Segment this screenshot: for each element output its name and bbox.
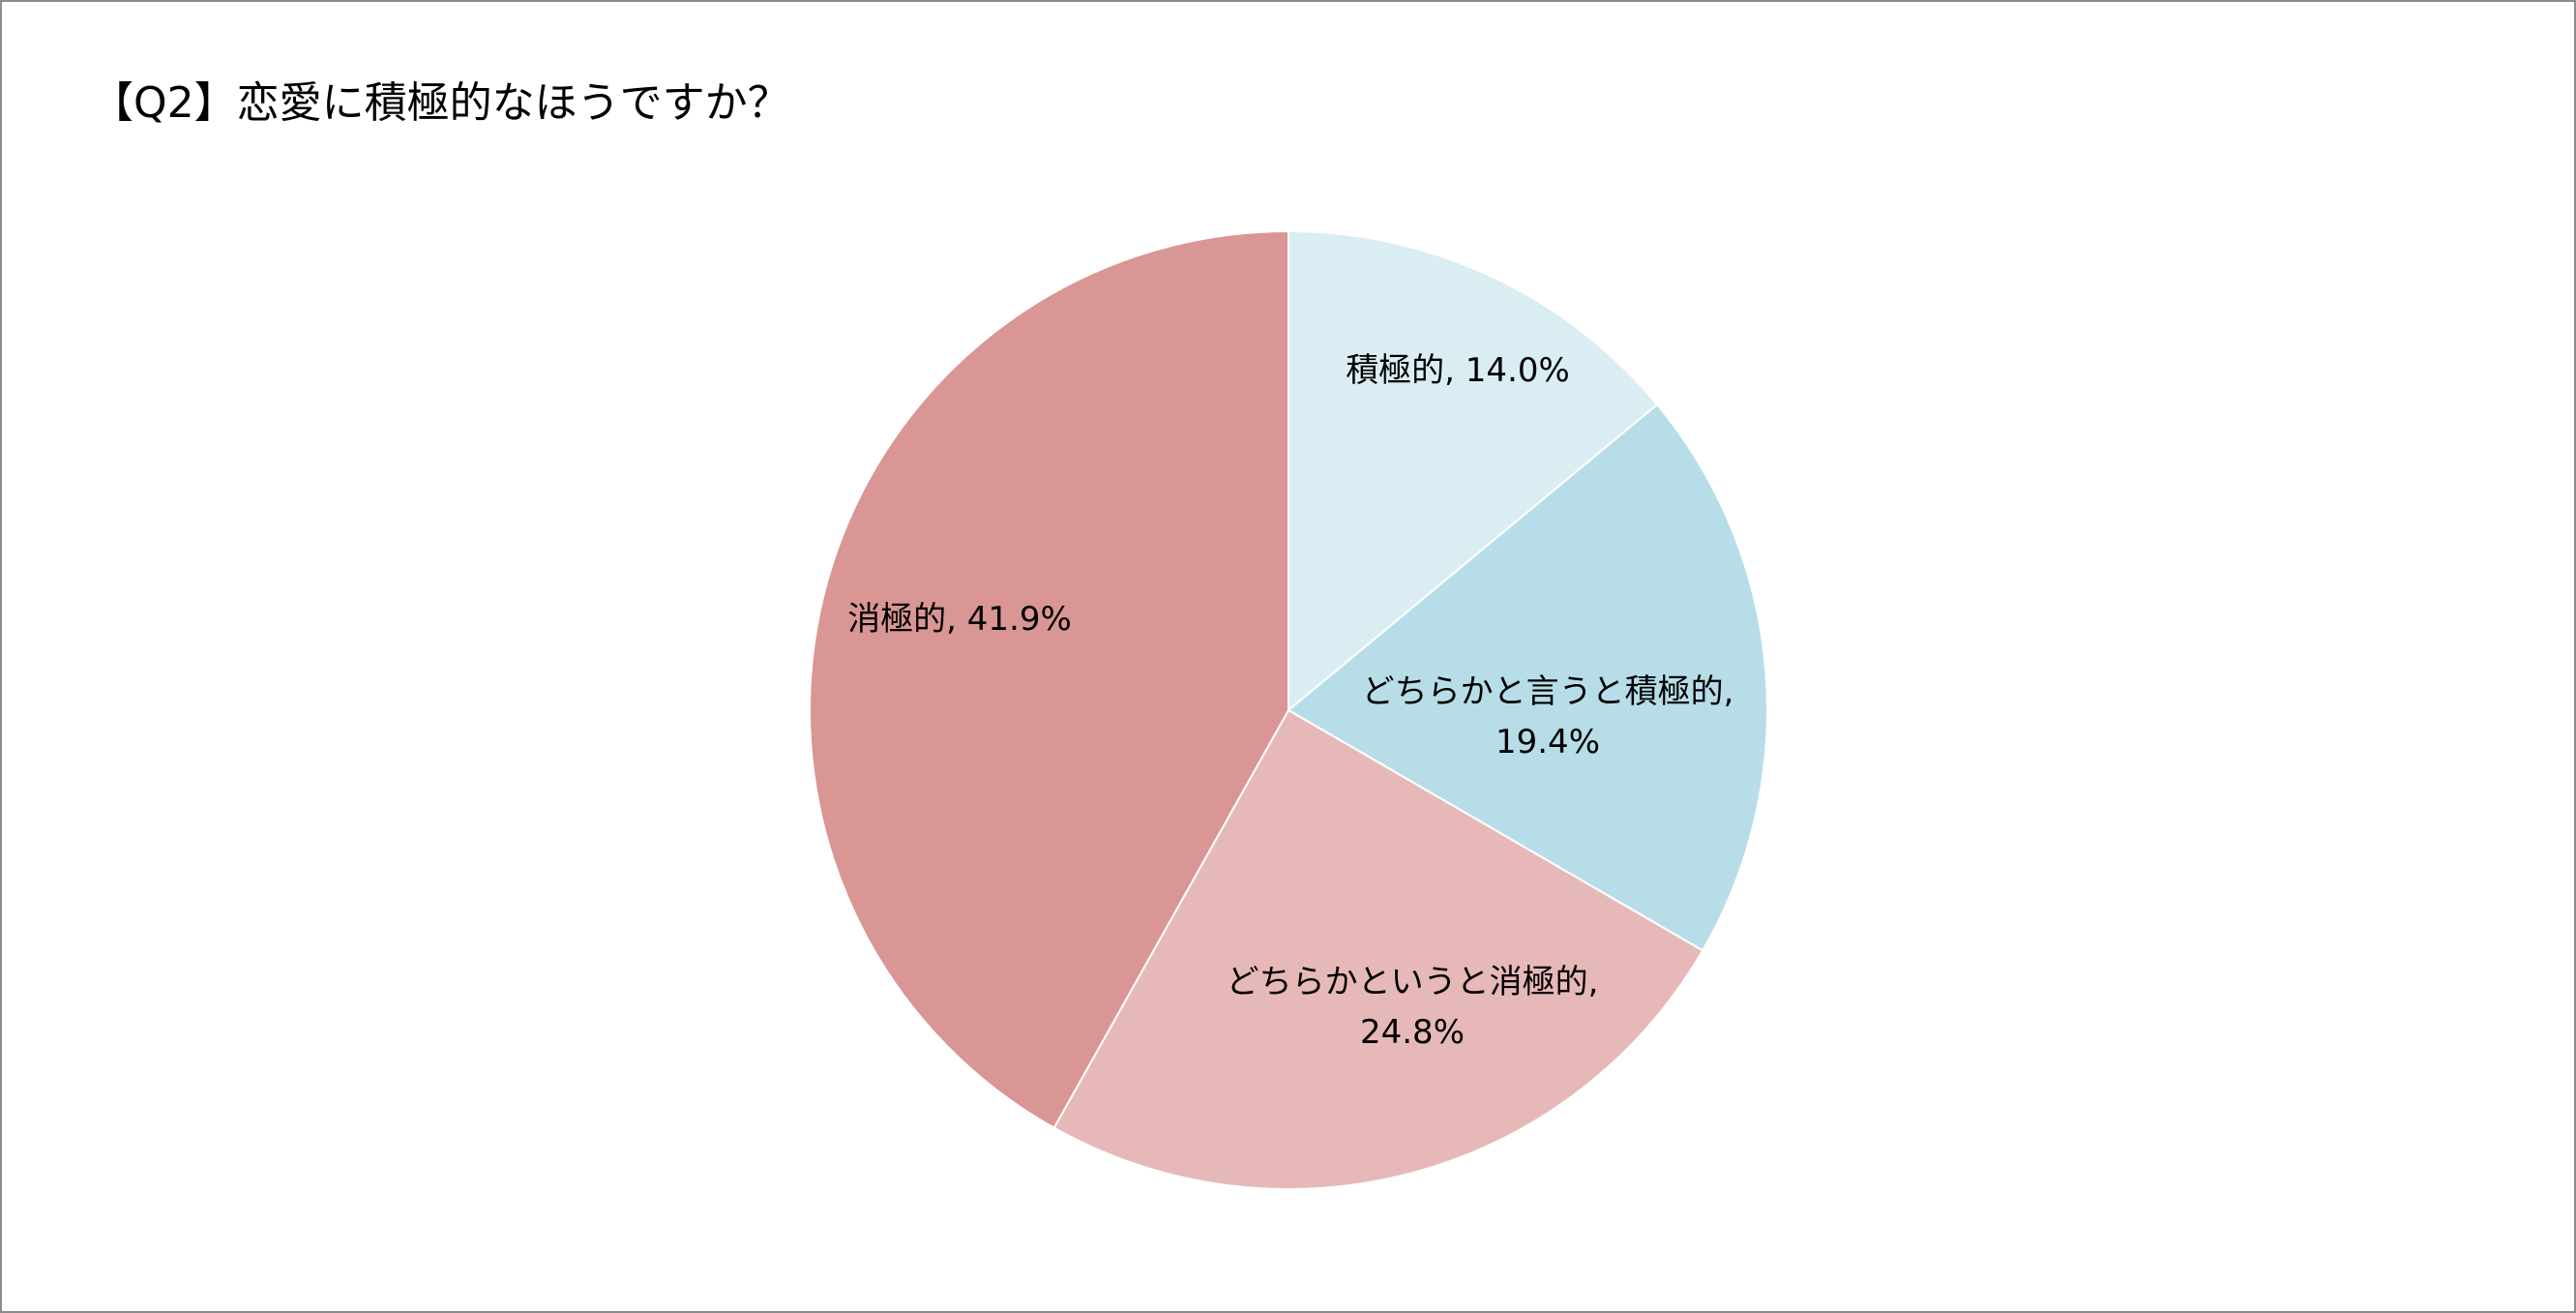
data-label: 積極的, 14.0%: [1346, 351, 1570, 390]
pie-slice: [809, 229, 1289, 1129]
data-label: どちらかというと消極的, 24.8%: [1227, 963, 1599, 1052]
pie-labels: 積極的, 14.0% どちらかと言うと積極的, 19.4% どちらかというと消極的, 2…: [847, 351, 1733, 1052]
pie-slice: [1287, 403, 1768, 952]
pie-slice: [1288, 229, 1659, 713]
pie-slices: [809, 229, 1768, 1190]
chart-title: 【Q2】恋愛に積極的なほうですか？: [91, 78, 790, 128]
pie-slice: [1052, 708, 1704, 1190]
data-label: どちらかと言うと積極的, 19.4%: [1362, 672, 1734, 761]
data-label: 消極的, 41.9%: [847, 600, 1072, 639]
